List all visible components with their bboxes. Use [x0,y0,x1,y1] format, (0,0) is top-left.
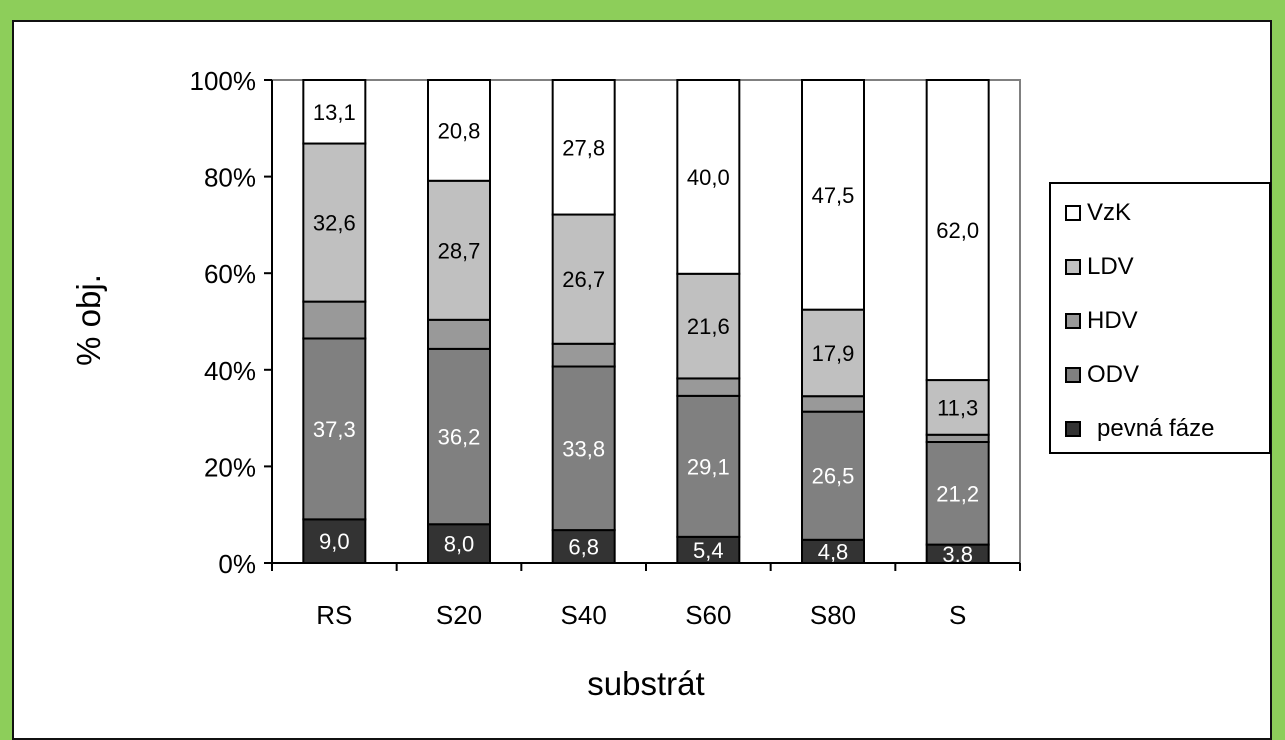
bar-segment [925,379,990,436]
x-tick-label: S [949,600,966,630]
legend-swatch [1065,421,1081,437]
bar-segment [427,179,491,321]
data-label: 47,5 [812,183,855,208]
bar-segment [676,272,741,380]
bar-segment [676,394,741,538]
bar-segment [801,410,865,541]
x-axis-title: substrát [587,665,704,702]
legend-box [1049,182,1271,454]
bar-segment [302,79,367,145]
bar-segment [801,395,865,413]
bar-segment [925,79,990,382]
data-label: 27,8 [562,135,605,160]
bar-segment [427,79,491,182]
plot-area [271,79,1021,564]
legend-swatch [1065,205,1081,221]
data-label: 33,8 [562,436,605,461]
bar-segment [801,308,865,398]
y-tick-label: 80% [204,163,256,193]
bar-segment [551,79,616,216]
bar-segment [302,337,367,521]
x-tick-label: S20 [436,600,482,630]
bar-segment [925,433,990,444]
legend-swatch [1065,367,1081,383]
y-tick-label: 40% [204,356,256,386]
y-tick-label: 0% [218,549,256,579]
y-tick-label: 20% [204,452,256,482]
data-label: 9,0 [319,529,350,554]
data-label: 28,7 [438,238,481,263]
bar-segment [302,300,367,340]
data-label: 20,8 [438,118,481,143]
bar-segment [676,79,741,275]
data-label: 6,8 [568,535,599,560]
data-label: 26,5 [812,464,855,489]
bar-segment [551,529,616,565]
data-label: 36,2 [438,425,481,450]
y-tick-label: 100% [190,66,257,96]
data-label: 11,3 [937,395,978,420]
x-tick-label: S60 [685,600,731,630]
data-label: 21,6 [687,314,730,339]
data-label: 32,6 [313,211,356,236]
bars: 9,0 37,3 32,6 13,1 8,0 36,2 28,7 20,8 6,8 33,8 26,… [302,79,990,567]
bar-segment [551,342,616,368]
legend-swatch [1065,313,1081,329]
axes: 0% 20% 40% 60% 80% 100% RS S20 S40 S60 S80 S [190,66,1021,630]
x-tick-label: S40 [561,600,607,630]
x-tick-label: S80 [810,600,856,630]
data-label: 8,0 [444,532,475,557]
legend-swatch [1065,259,1081,275]
plot-border [271,79,1021,564]
data-label: 21,2 [936,481,979,506]
legend-label: LDV [1087,253,1134,280]
data-label: 62,0 [936,218,979,243]
legend: VzK LDV HDV ODV pevná fáze [1049,182,1271,454]
x-tick-label: RS [316,600,352,630]
y-axis-title: % obj. [70,274,107,366]
data-label: 13,1 [313,100,356,125]
data-label: 5,4 [693,538,724,563]
legend-label: pevná fáze [1097,415,1214,442]
data-label: 17,9 [812,341,855,366]
bar-segment [801,79,865,311]
data-label: 4,8 [818,539,849,564]
bar-segment [551,365,616,532]
y-tick-label: 60% [204,259,256,289]
legend-label: ODV [1087,361,1139,388]
data-label: 37,3 [313,417,356,442]
bar-segment [676,377,741,397]
bar-segment [427,318,491,350]
legend-label: HDV [1087,307,1138,334]
data-label: 29,1 [687,454,730,479]
legend-label: VzK [1087,199,1131,226]
data-label: 26,7 [562,267,605,292]
data-label: 40,0 [687,165,730,190]
